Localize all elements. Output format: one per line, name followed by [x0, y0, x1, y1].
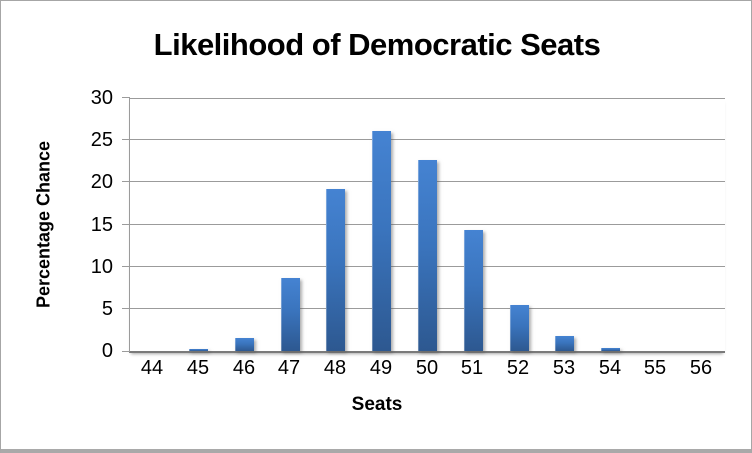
y-tick-mark-20	[122, 181, 130, 182]
bar-seats-52	[510, 305, 529, 351]
y-tick-mark-25	[122, 139, 130, 140]
x-tick-label-49: 49	[369, 357, 393, 379]
y-tick-mark-0	[122, 351, 130, 352]
y-tick-label-15: 15	[90, 214, 113, 236]
x-tick-label-54: 54	[598, 357, 622, 379]
x-tick-label-55: 55	[643, 357, 667, 379]
y-tick-label-10: 10	[90, 256, 113, 278]
x-tick-label-50: 50	[415, 357, 439, 379]
y-axis-title: Percentage Chance	[33, 140, 54, 309]
y-tick-mark-15	[122, 224, 130, 225]
bar-seats-53	[555, 336, 574, 351]
chart-title: Likelihood of Democratic Seats	[153, 27, 601, 62]
plot-area	[122, 97, 725, 353]
gridline-y-30	[130, 98, 725, 99]
bar-seats-50	[418, 160, 437, 351]
y-tick-mark-30	[122, 97, 130, 98]
x-tick-label-47: 47	[277, 357, 301, 379]
bar-seats-47	[281, 278, 300, 351]
bar-seats-45	[189, 349, 208, 351]
bar-seats-51	[464, 230, 483, 351]
x-tick-label-56: 56	[689, 357, 713, 379]
x-axis-title: Seats	[351, 394, 403, 415]
x-tick-label-46: 46	[232, 357, 256, 379]
y-tick-label-0: 0	[101, 340, 113, 362]
y-tick-label-5: 5	[101, 298, 113, 320]
x-tick-label-51: 51	[460, 357, 484, 379]
bar-seats-48	[326, 189, 345, 351]
y-tick-mark-10	[122, 266, 130, 267]
gridline-y-25	[130, 139, 725, 140]
bar-seats-46	[235, 338, 254, 351]
bar-seats-54	[601, 348, 620, 351]
y-tick-label-30: 30	[90, 87, 113, 109]
x-tick-label-45: 45	[186, 357, 210, 379]
x-tick-label-53: 53	[552, 357, 576, 379]
x-tick-label-52: 52	[506, 357, 530, 379]
bar-seats-49	[372, 131, 391, 351]
x-tick-label-48: 48	[323, 357, 347, 379]
y-tick-label-20: 20	[90, 171, 113, 193]
x-tick-label-44: 44	[140, 357, 164, 379]
y-tick-mark-5	[122, 308, 130, 309]
y-tick-label-25: 25	[90, 129, 113, 151]
